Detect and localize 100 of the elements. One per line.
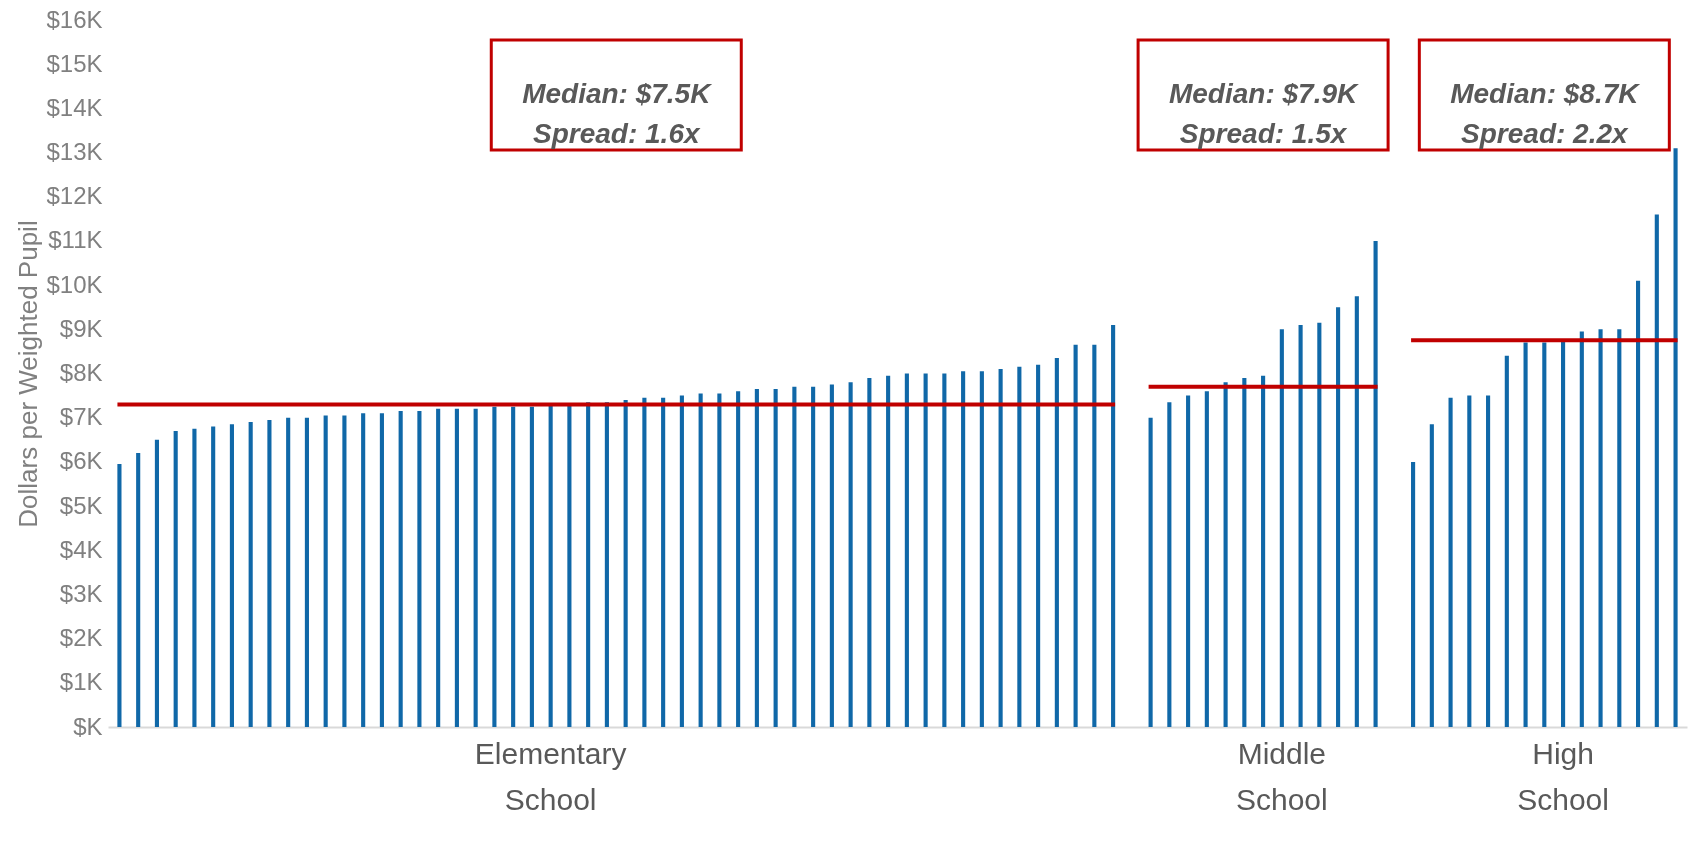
bar: [304, 417, 309, 727]
bar: [117, 464, 122, 727]
bar: [811, 386, 816, 727]
annotation: Median: $7.5K Spread: 1.6x: [522, 78, 713, 149]
bar: [436, 408, 441, 727]
bar: [136, 453, 141, 727]
bar: [1111, 324, 1116, 727]
bar: [1486, 395, 1491, 727]
bar: [1298, 324, 1303, 727]
bar: [923, 373, 928, 727]
bar: [492, 406, 497, 727]
bar: [661, 397, 666, 727]
bar: [717, 393, 722, 727]
y-tick-label: $K: [73, 712, 103, 740]
y-tick-label: $13K: [46, 138, 103, 166]
bar: [698, 393, 703, 727]
bar: [1186, 395, 1191, 727]
x-tick-label: Middle School: [1235, 736, 1328, 816]
bar: [1579, 331, 1584, 727]
bar: [248, 422, 253, 727]
bar: [548, 404, 553, 727]
y-tick-label: $7K: [59, 403, 103, 431]
bar: [792, 386, 797, 727]
bar: [1523, 342, 1528, 727]
bar: [529, 406, 534, 727]
y-tick-label: $5K: [59, 491, 103, 519]
bar: [211, 426, 216, 727]
bar: [567, 404, 572, 727]
bar: [679, 395, 684, 727]
bar: [942, 373, 947, 727]
bar: [754, 388, 759, 727]
bar: [1017, 366, 1022, 727]
bar: [1654, 214, 1659, 727]
bar: [642, 397, 647, 727]
bar: [229, 424, 234, 727]
bar: [1561, 340, 1566, 727]
bar: [961, 371, 966, 727]
bar: [886, 375, 891, 727]
annotation: Median: $7.9K Spread: 1.5x: [1168, 78, 1360, 149]
bar: [1148, 417, 1153, 727]
bar: [1617, 329, 1622, 727]
bar: [1204, 391, 1209, 727]
bar: [323, 415, 328, 727]
bar: [1504, 355, 1509, 727]
y-tick-label: $1K: [59, 668, 103, 696]
bar: [1598, 329, 1603, 727]
bar: [473, 408, 478, 727]
bar: [361, 413, 366, 727]
y-tick-label: $15K: [46, 49, 103, 77]
bar: [154, 439, 159, 727]
bar: [454, 408, 459, 727]
bar: [192, 428, 197, 727]
bar: [173, 430, 178, 727]
bar: [998, 369, 1003, 727]
bar: [736, 391, 741, 727]
bar: [848, 382, 853, 727]
bar: [267, 419, 272, 727]
bar: [1054, 358, 1059, 727]
y-tick-label: $3K: [59, 579, 103, 607]
bar: [1354, 296, 1359, 727]
bar: [867, 377, 872, 727]
y-tick-label: $9K: [59, 314, 103, 342]
bar: [623, 400, 628, 727]
x-tick-label: High School: [1517, 736, 1609, 816]
bar: [1167, 402, 1172, 727]
y-tick-label: $8K: [59, 359, 103, 386]
bar: [1242, 377, 1247, 727]
bar: [398, 411, 403, 727]
bar: [1223, 382, 1228, 727]
bar: [1373, 240, 1378, 727]
bar: [1261, 375, 1266, 727]
bar: [379, 413, 384, 727]
bar: [1542, 342, 1547, 727]
bar: [1092, 344, 1097, 727]
bar: [979, 371, 984, 727]
y-tick-label: $16K: [46, 5, 103, 33]
bar: [829, 384, 834, 727]
y-tick-label: $4K: [59, 535, 103, 563]
bar: [1411, 461, 1416, 727]
bar: [286, 417, 291, 727]
y-tick-label: $11K: [48, 226, 103, 254]
bar: [904, 373, 909, 727]
annotation: Median: $8.7K Spread: 2.2x: [1450, 78, 1641, 149]
bar: [1636, 280, 1641, 727]
bar: [511, 406, 516, 727]
bar: [417, 411, 422, 727]
bar: [1448, 397, 1453, 727]
bar: [1279, 329, 1284, 727]
bar: [1336, 307, 1341, 727]
bar: [1073, 344, 1078, 727]
bar: [1036, 364, 1041, 727]
bar: [1467, 395, 1472, 727]
bar: [1317, 322, 1322, 727]
bar: [773, 388, 778, 727]
y-axis-title: Dollars per Weighted Pupil: [13, 220, 44, 528]
y-tick-label: $12K: [46, 182, 103, 210]
bar: [1673, 148, 1678, 727]
bar: [342, 415, 347, 727]
y-tick-label: $2K: [59, 624, 103, 652]
x-tick-label: Elementary School: [474, 736, 627, 816]
